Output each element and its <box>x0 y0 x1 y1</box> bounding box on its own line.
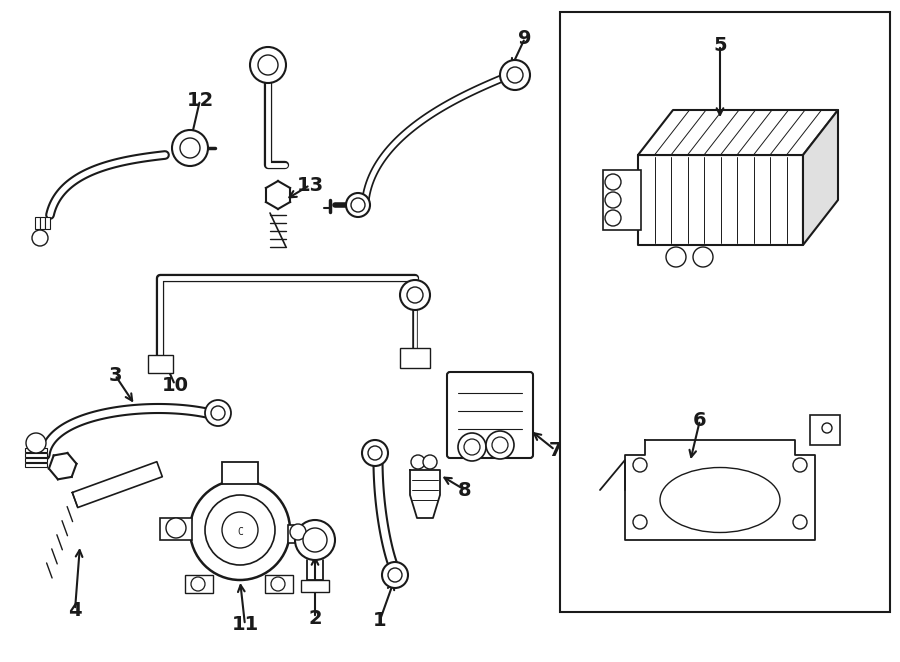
Bar <box>222 462 258 484</box>
Circle shape <box>423 455 437 469</box>
Bar <box>25 448 47 452</box>
Text: C: C <box>237 527 243 537</box>
Circle shape <box>368 446 382 460</box>
Polygon shape <box>638 155 803 245</box>
Circle shape <box>362 440 388 466</box>
Bar <box>25 463 47 467</box>
Bar <box>288 525 316 543</box>
Circle shape <box>793 515 807 529</box>
Circle shape <box>486 431 514 459</box>
Circle shape <box>605 210 621 226</box>
Text: 6: 6 <box>693 410 706 430</box>
Circle shape <box>180 138 200 158</box>
Circle shape <box>605 192 621 208</box>
Bar <box>301 580 329 592</box>
Bar <box>603 170 641 230</box>
Ellipse shape <box>660 467 780 532</box>
Bar <box>40 217 45 229</box>
Circle shape <box>303 528 327 552</box>
Circle shape <box>822 423 832 433</box>
Bar <box>25 453 47 457</box>
Circle shape <box>693 247 713 267</box>
Circle shape <box>388 568 402 582</box>
Circle shape <box>295 520 335 560</box>
Circle shape <box>666 247 686 267</box>
Circle shape <box>166 518 186 538</box>
Polygon shape <box>638 110 838 155</box>
Circle shape <box>190 480 290 580</box>
Bar <box>45 217 50 229</box>
Bar <box>810 415 840 445</box>
Circle shape <box>411 455 425 469</box>
Polygon shape <box>410 470 440 518</box>
Text: 8: 8 <box>458 481 472 500</box>
Circle shape <box>191 577 205 591</box>
Polygon shape <box>803 110 838 245</box>
Circle shape <box>32 230 48 246</box>
Text: 12: 12 <box>186 91 213 109</box>
Circle shape <box>382 562 408 588</box>
Bar <box>35 217 40 229</box>
Circle shape <box>464 439 480 455</box>
Circle shape <box>500 60 530 90</box>
Polygon shape <box>625 440 815 540</box>
Bar <box>560 12 890 612</box>
Circle shape <box>172 130 208 166</box>
Circle shape <box>605 174 621 190</box>
Circle shape <box>633 515 647 529</box>
Text: 4: 4 <box>68 600 82 620</box>
Circle shape <box>458 433 486 461</box>
Text: 7: 7 <box>548 440 562 459</box>
Circle shape <box>507 67 523 83</box>
Text: 9: 9 <box>518 28 532 48</box>
Circle shape <box>492 437 508 453</box>
Circle shape <box>271 577 285 591</box>
Circle shape <box>205 495 275 565</box>
Text: 3: 3 <box>108 365 122 385</box>
Circle shape <box>250 47 286 83</box>
FancyBboxPatch shape <box>447 372 533 458</box>
Text: 1: 1 <box>374 610 387 630</box>
Circle shape <box>351 198 365 212</box>
Circle shape <box>290 524 306 540</box>
Circle shape <box>793 458 807 472</box>
Bar <box>185 575 213 593</box>
Bar <box>148 355 173 373</box>
Text: 13: 13 <box>296 175 324 195</box>
Circle shape <box>222 512 258 548</box>
Bar <box>160 518 192 540</box>
Text: 10: 10 <box>161 375 188 395</box>
Circle shape <box>258 55 278 75</box>
Circle shape <box>407 287 423 303</box>
Bar <box>25 458 47 462</box>
Text: 5: 5 <box>713 36 727 54</box>
Bar <box>400 348 430 368</box>
Circle shape <box>26 433 46 453</box>
Circle shape <box>633 458 647 472</box>
Bar <box>265 575 293 593</box>
Text: 2: 2 <box>308 608 322 628</box>
Circle shape <box>205 400 231 426</box>
Circle shape <box>400 280 430 310</box>
Circle shape <box>346 193 370 217</box>
Circle shape <box>211 406 225 420</box>
Text: 11: 11 <box>231 616 258 634</box>
